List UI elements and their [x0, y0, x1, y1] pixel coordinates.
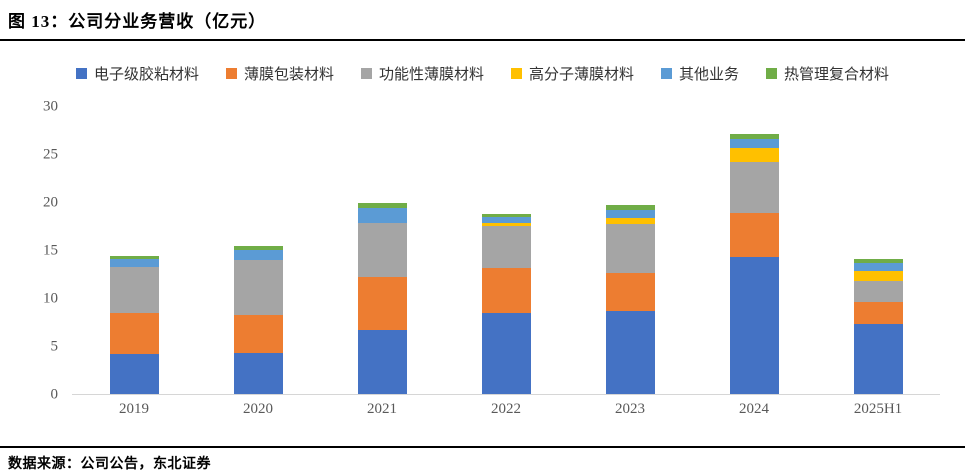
bar-segment — [109, 313, 159, 354]
bar-segment — [357, 329, 407, 394]
legend-item: 薄膜包装材料 — [225, 63, 334, 84]
figure-title: 图 13：公司分业务营收（亿元） — [8, 12, 267, 31]
y-tick-label: 25 — [43, 146, 58, 163]
figure-title-bar: 图 13：公司分业务营收（亿元） — [0, 0, 965, 41]
bar-segment — [109, 267, 159, 314]
legend-swatch-icon — [661, 67, 673, 79]
bar-column — [816, 107, 940, 394]
x-tick-label: 2023 — [615, 401, 645, 417]
y-tick-label: 15 — [43, 242, 58, 259]
bar-segment — [605, 311, 655, 394]
bar-segment — [481, 225, 531, 269]
legend-label: 高分子薄膜材料 — [529, 66, 635, 83]
stacked-bar-2019 — [109, 255, 159, 394]
bar-column — [444, 107, 568, 394]
chart-legend: 电子级胶粘材料 薄膜包装材料 功能性薄膜材料 高分子薄膜材料 其他业务 热管理复合材料 — [0, 63, 965, 83]
bar-segment — [853, 258, 903, 263]
bar-segment — [605, 209, 655, 218]
stacked-bar-2022 — [481, 213, 531, 394]
bar-column — [692, 107, 816, 394]
legend-label: 电子级胶粘材料 — [93, 66, 199, 83]
bar-segment — [729, 148, 779, 162]
bar-segment — [109, 255, 159, 260]
bar-segment — [481, 268, 531, 314]
stacked-bar-2021 — [357, 203, 407, 394]
bar-segment — [481, 313, 531, 394]
bar-segment — [233, 315, 283, 353]
legend-item: 其他业务 — [661, 63, 739, 84]
stacked-bar-2025H1 — [853, 258, 903, 394]
bar-segment — [853, 262, 903, 271]
legend-label: 薄膜包装材料 — [243, 66, 334, 83]
bar-column — [320, 107, 444, 394]
bar-segment — [605, 204, 655, 210]
legend-swatch-icon — [225, 67, 237, 79]
y-tick-label: 30 — [43, 98, 58, 115]
bar-column — [568, 107, 692, 394]
source-bar: 数据来源：公司公告，东北证券 — [0, 446, 965, 476]
bar-segment — [233, 352, 283, 394]
x-tick-label: 2024 — [739, 401, 769, 417]
bar-segment — [481, 216, 531, 223]
x-tick-label: 2021 — [367, 401, 397, 417]
legend-label: 其他业务 — [679, 66, 740, 83]
bar-segment — [357, 208, 407, 224]
bar-segment — [605, 223, 655, 274]
bar-segment — [729, 161, 779, 213]
plot-area — [72, 107, 940, 394]
legend-label: 热管理复合材料 — [784, 66, 890, 83]
legend-swatch-icon — [75, 67, 87, 79]
bar-segment — [481, 213, 531, 217]
stacked-bar-2024 — [729, 134, 779, 394]
legend-swatch-icon — [766, 67, 778, 79]
bar-segment — [729, 134, 779, 139]
legend-item: 热管理复合材料 — [766, 63, 889, 84]
legend-item: 电子级胶粘材料 — [75, 63, 199, 84]
legend-swatch-icon — [360, 67, 372, 79]
bar-segment — [605, 273, 655, 312]
bar-segment — [853, 270, 903, 281]
legend-label: 功能性薄膜材料 — [378, 66, 484, 83]
x-tick-label: 2019 — [119, 401, 149, 417]
bar-segment — [109, 353, 159, 394]
bar-segment — [233, 259, 283, 316]
bar-segment — [729, 256, 779, 394]
bar-segment — [605, 217, 655, 224]
bar-segment — [729, 138, 779, 149]
x-tick-label: 2022 — [491, 401, 521, 417]
x-axis: 2019 2020 2021 2022 2023 2024 2025H1 — [72, 401, 940, 418]
bar-segment — [357, 276, 407, 330]
legend-item: 功能性薄膜材料 — [360, 63, 484, 84]
bar-segment — [853, 301, 903, 324]
bar-segment — [853, 323, 903, 394]
bar-column — [196, 107, 320, 394]
x-tick-label: 2020 — [243, 401, 273, 417]
bar-segment — [729, 212, 779, 257]
bar-segment — [853, 280, 903, 302]
bar-segment — [357, 203, 407, 209]
stacked-bar-2023 — [605, 204, 655, 394]
y-tick-label: 10 — [43, 290, 58, 307]
bar-segment — [481, 222, 531, 226]
legend-item: 高分子薄膜材料 — [511, 63, 634, 84]
y-tick-label: 5 — [50, 338, 59, 355]
stacked-bar-2020 — [233, 245, 283, 394]
x-tick-label: 2025H1 — [853, 401, 903, 417]
bar-segment — [233, 250, 283, 260]
bar-segment — [357, 223, 407, 277]
bar-segment — [109, 259, 159, 268]
bar-segment — [233, 245, 283, 251]
y-tick-label: 20 — [43, 194, 58, 211]
bar-column — [72, 107, 196, 394]
source-text: 数据来源：公司公告，东北证券 — [8, 457, 211, 472]
y-tick-label: 0 — [50, 386, 59, 403]
legend-swatch-icon — [511, 67, 522, 79]
stacked-bar-chart: 0 5 10 15 20 25 30 — [43, 99, 940, 403]
